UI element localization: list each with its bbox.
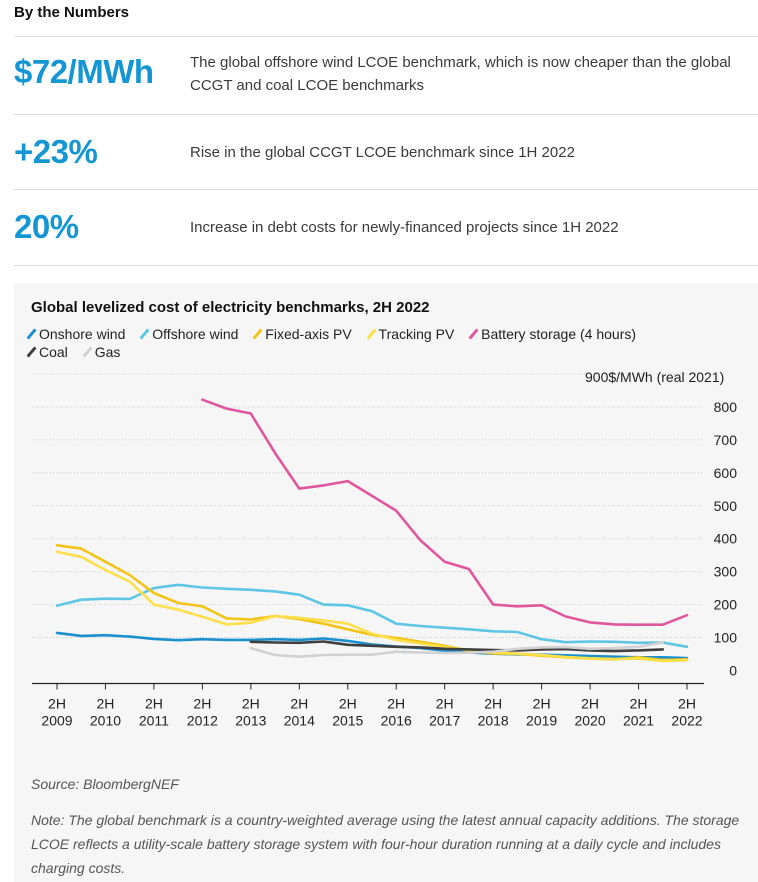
legend-item-offshore-wind: Offshore wind: [139, 326, 239, 342]
x-tick-label: 2016: [381, 713, 412, 729]
series-line-gas: [249, 641, 665, 659]
x-tick-label: 2012: [187, 713, 218, 729]
x-tick-label: 2H: [290, 696, 308, 712]
y-tick-label: 0: [729, 663, 737, 679]
legend-item-gas: Gas: [82, 344, 121, 360]
chart-panel: 0 100 200 300 400 500 600 700 800 900$/MWh (real …: [14, 283, 758, 882]
stat-description: Increase in debt costs for newly-finance…: [190, 219, 619, 236]
x-tick-label: 2H: [581, 696, 599, 712]
x-tick-label: 2018: [478, 713, 509, 729]
y-tick-label: 700: [714, 432, 738, 448]
x-tick-label: 2017: [429, 713, 460, 729]
x-tick-label: 2019: [526, 713, 557, 729]
y-tick-label: 300: [714, 564, 738, 580]
x-tick-label: 2H: [48, 696, 66, 712]
series-line-tracking-pv: [55, 550, 689, 663]
y-tick-label: 200: [714, 597, 738, 613]
x-tick-label: 2015: [332, 713, 363, 729]
y-tick-label: 500: [714, 498, 738, 514]
x-tick-label: 2013: [235, 713, 266, 729]
legend-swatch: [139, 328, 150, 340]
x-tick-label: 2010: [90, 713, 121, 729]
chart-title: Global levelized cost of electricity ben…: [31, 299, 430, 316]
legend-item-onshore-wind: Onshore wind: [26, 326, 126, 342]
legend-label: Coal: [39, 344, 68, 360]
legend-row: Coal Gas: [26, 344, 750, 362]
x-tick-label: 2011: [139, 713, 169, 729]
y-axis-label: 900$/MWh (real 2021): [585, 369, 724, 385]
series-line-offshore-wind: [55, 583, 689, 649]
x-tick-label: 2H: [193, 696, 211, 712]
legend-item-coal: Coal: [26, 344, 68, 360]
x-tick-label: 2H: [484, 696, 502, 712]
x-tick-label: 2H: [145, 696, 163, 712]
series-line-coal: [249, 640, 665, 653]
legend-item-battery-storage: Battery storage (4 hours): [468, 326, 637, 342]
legend-row: Onshore wind Offshore wind Fixed-axis PV…: [26, 326, 750, 344]
y-tick-label: 800: [714, 399, 738, 415]
legend-label: Offshore wind: [152, 326, 239, 342]
x-tick-label: 2H: [339, 696, 357, 712]
stat-value: 20%: [14, 208, 79, 245]
legend-swatch: [252, 328, 263, 340]
y-tick-label: 100: [714, 630, 738, 646]
section-heading: By the Numbers: [14, 4, 130, 21]
stat-description: The global offshore wind LCOE benchmark,…: [190, 54, 731, 94]
legend-swatch: [468, 328, 479, 340]
x-tick-label: 2020: [574, 713, 605, 729]
x-tick-label: 2H: [436, 696, 454, 712]
legend-item-tracking-pv: Tracking PV: [366, 326, 455, 342]
x-tick-label: 2H: [387, 696, 405, 712]
x-tick-label: 2H: [678, 696, 696, 712]
series-line-battery-storage-4-hours: [201, 398, 689, 627]
legend-label: Gas: [94, 344, 121, 360]
legend-label: Fixed-axis PV: [265, 326, 352, 342]
stat-value: $72/MWh: [14, 53, 154, 90]
stat-row: 20% Increase in debt costs for newly-fin…: [14, 189, 758, 266]
x-tick-label: 2009: [41, 713, 72, 729]
legend-label: Onshore wind: [39, 326, 126, 342]
stat-value: +23%: [14, 133, 98, 170]
y-tick-label: 600: [714, 465, 738, 481]
chart-note: Note: The global benchmark is a country-…: [31, 812, 740, 876]
legend-label: Battery storage (4 hours): [481, 326, 637, 342]
x-tick-label: 2H: [533, 696, 551, 712]
legend-item-fixed-axis-pv: Fixed-axis PV: [252, 326, 352, 342]
legend-swatch: [366, 328, 377, 340]
stat-row: $72/MWh The global offshore wind LCOE be…: [14, 36, 758, 115]
y-tick-label: 400: [714, 531, 738, 547]
legend-label: Tracking PV: [378, 326, 455, 342]
x-tick-label: 2H: [97, 696, 115, 712]
chart-legend: Onshore wind Offshore wind Fixed-axis PV…: [26, 326, 750, 362]
stat-description: Rise in the global CCGT LCOE benchmark s…: [190, 144, 575, 161]
x-tick-label: 2H: [630, 696, 648, 712]
chart-source: Source: BloombergNEF: [31, 776, 179, 792]
x-tick-label: 2H: [242, 696, 260, 712]
x-tick-label: 2022: [671, 713, 702, 729]
x-tick-label: 2014: [284, 713, 315, 729]
legend-swatch: [82, 346, 93, 358]
x-tick-label: 2021: [623, 713, 654, 729]
stat-row: +23% Rise in the global CCGT LCOE benchm…: [14, 114, 758, 190]
line-chart: 0 100 200 300 400 500 600 700 800 900$/MWh (real …: [32, 369, 738, 729]
